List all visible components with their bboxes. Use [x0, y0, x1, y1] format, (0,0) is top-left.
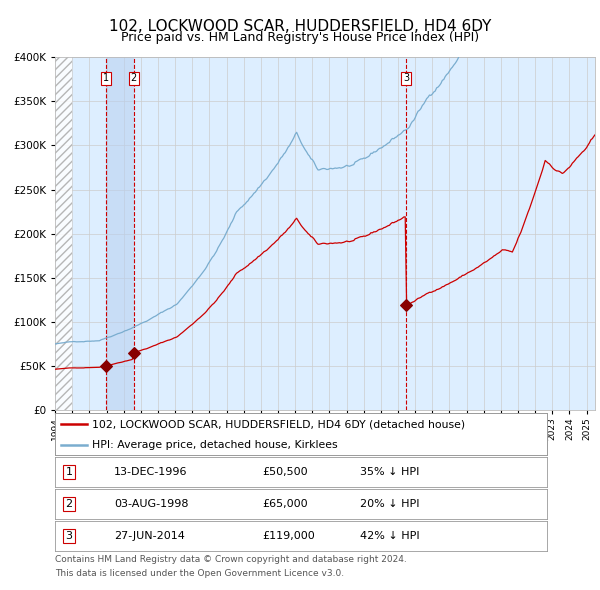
Text: 13-DEC-1996: 13-DEC-1996	[114, 467, 188, 477]
Text: £119,000: £119,000	[262, 531, 314, 541]
Text: 3: 3	[65, 531, 73, 541]
Text: 20% ↓ HPI: 20% ↓ HPI	[360, 499, 420, 509]
Text: £50,500: £50,500	[262, 467, 307, 477]
Text: This data is licensed under the Open Government Licence v3.0.: This data is licensed under the Open Gov…	[55, 569, 344, 578]
Text: £65,000: £65,000	[262, 499, 307, 509]
Text: 1: 1	[103, 73, 109, 83]
Text: 27-JUN-2014: 27-JUN-2014	[114, 531, 185, 541]
Text: 2: 2	[65, 499, 73, 509]
Point	[101, 361, 110, 371]
Text: 35% ↓ HPI: 35% ↓ HPI	[360, 467, 419, 477]
Point	[129, 348, 139, 358]
Text: HPI: Average price, detached house, Kirklees: HPI: Average price, detached house, Kirk…	[92, 440, 338, 450]
Text: Price paid vs. HM Land Registry's House Price Index (HPI): Price paid vs. HM Land Registry's House …	[121, 31, 479, 44]
Bar	[106, 57, 134, 410]
Text: 42% ↓ HPI: 42% ↓ HPI	[360, 531, 420, 541]
Text: 2: 2	[131, 73, 137, 83]
Point	[401, 300, 411, 310]
Text: 102, LOCKWOOD SCAR, HUDDERSFIELD, HD4 6DY (detached house): 102, LOCKWOOD SCAR, HUDDERSFIELD, HD4 6D…	[92, 419, 465, 430]
Text: 1: 1	[65, 467, 73, 477]
Text: 3: 3	[403, 73, 409, 83]
Text: 102, LOCKWOOD SCAR, HUDDERSFIELD, HD4 6DY: 102, LOCKWOOD SCAR, HUDDERSFIELD, HD4 6D…	[109, 19, 491, 34]
Text: 03-AUG-1998: 03-AUG-1998	[114, 499, 189, 509]
Text: Contains HM Land Registry data © Crown copyright and database right 2024.: Contains HM Land Registry data © Crown c…	[55, 555, 407, 563]
